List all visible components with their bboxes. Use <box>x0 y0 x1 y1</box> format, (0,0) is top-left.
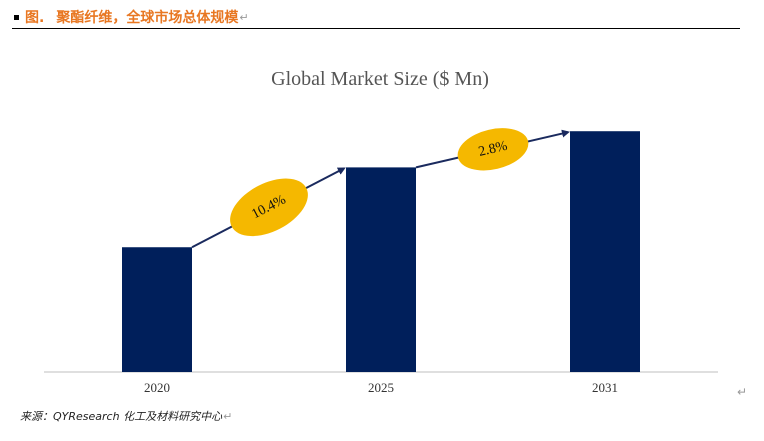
return-mark-icon: ↵ <box>223 410 233 423</box>
market-size-chart: Global Market Size ($ Mn) 2020 2025 2031 1… <box>44 68 718 395</box>
growth-rate-badge: 10.4% <box>230 178 308 237</box>
growth-rate-ellipse <box>230 178 308 237</box>
bar-2025 <box>346 167 416 372</box>
growth-rate-ellipse <box>457 128 529 171</box>
return-mark-icon: ↵ <box>737 385 748 399</box>
source-text: 来源：QYResearch 化工及材料研究中心 <box>20 410 223 423</box>
growth-rate-label: 2.8% <box>477 139 509 160</box>
bullet-icon <box>14 14 19 20</box>
bar-2031 <box>570 131 640 372</box>
growth-rate-badge: 2.8% <box>457 128 529 171</box>
figure-header: 图. 聚酯纤维，全球市场总体规模 ↵ <box>12 6 740 29</box>
chart-title: Global Market Size ($ Mn) <box>271 68 489 90</box>
bar-2020 <box>122 247 192 372</box>
x-tick-label: 2025 <box>368 380 394 395</box>
x-tick-label: 2020 <box>144 380 170 395</box>
figure-label: 图. <box>25 10 45 26</box>
x-tick-label: 2031 <box>592 380 618 395</box>
return-mark-icon: ↵ <box>239 10 249 24</box>
source-note: 来源：QYResearch 化工及材料研究中心↵ <box>20 408 232 424</box>
figure-title: 聚酯纤维，全球市场总体规模 <box>56 10 239 26</box>
